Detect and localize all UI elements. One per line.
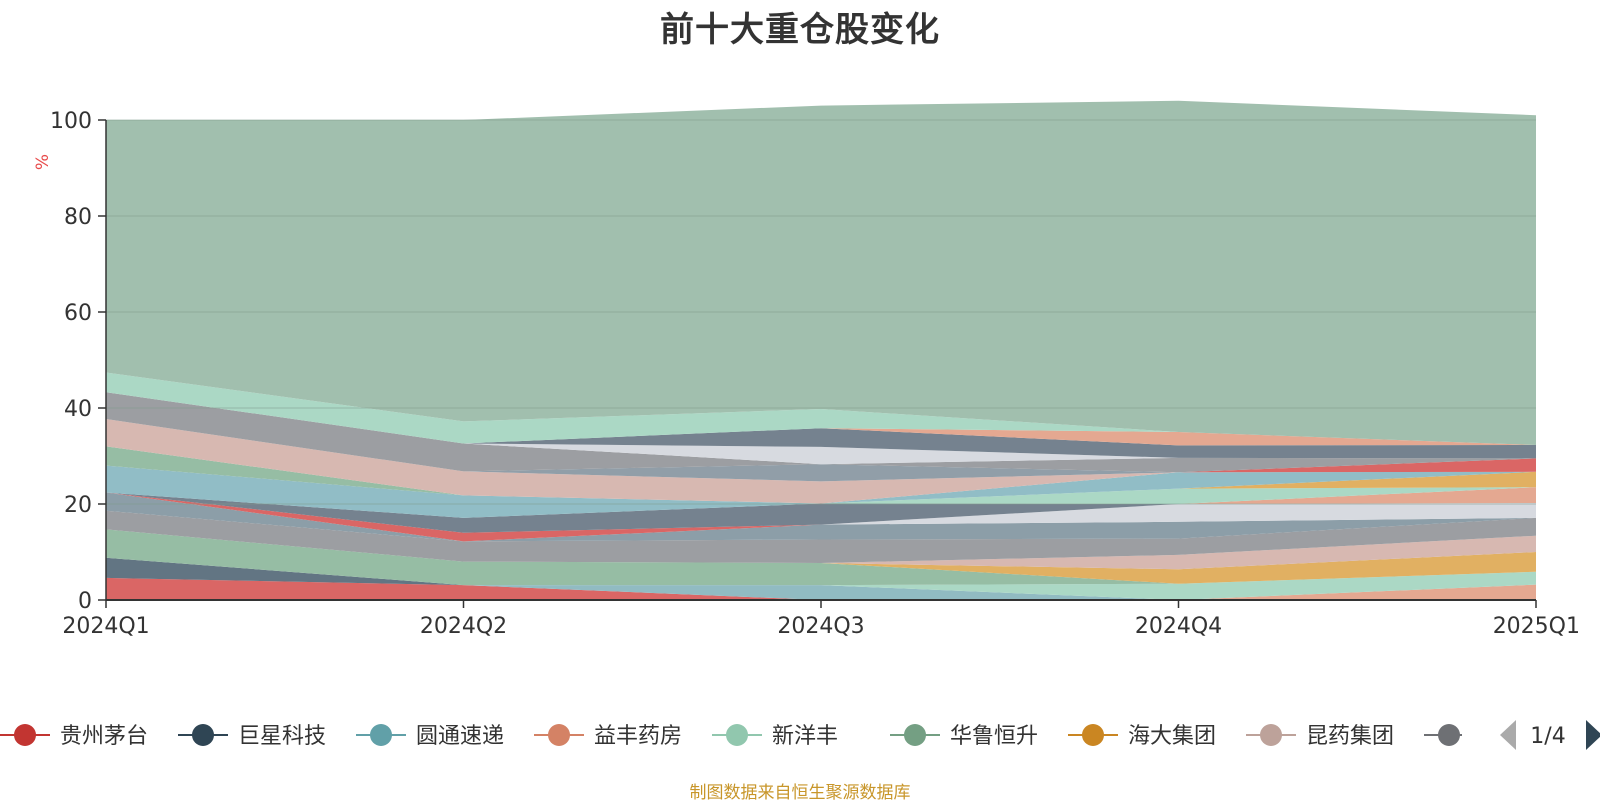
- legend-label: 新洋丰: [772, 724, 838, 749]
- legend[interactable]: 贵州茅台 巨星科技 圆通速递 益丰药房 新洋丰 华鲁恒升 海大集团 昆药集团 云南白药: [0, 724, 1572, 749]
- pager-page-indicator: 1/4: [1530, 724, 1565, 749]
- legend-label: 巨星科技: [238, 724, 326, 749]
- legend-item[interactable]: 华鲁恒升: [890, 724, 1038, 749]
- y-tick-label: 100: [50, 109, 92, 134]
- legend-marker-icon: [192, 724, 214, 746]
- legend-marker-icon: [1082, 724, 1104, 746]
- data-source-note: 制图数据来自恒生聚源数据库: [689, 783, 911, 803]
- y-tick-label: 40: [64, 397, 92, 422]
- area-series-15: [106, 487, 1536, 518]
- gridlines: [106, 119, 1536, 505]
- legend-item[interactable]: 海大集团: [1068, 724, 1216, 749]
- y-tick-label: 20: [64, 493, 92, 518]
- legend-label: 华鲁恒升: [950, 724, 1038, 749]
- area-series-10: [106, 492, 1536, 542]
- legend-marker-icon: [1438, 724, 1460, 746]
- area-series-7: [106, 529, 1536, 584]
- legend-marker-icon: [904, 724, 926, 746]
- area-series-5: [106, 557, 1536, 600]
- pager-prev-icon[interactable]: [1500, 720, 1516, 750]
- legend-marker-icon: [1260, 724, 1282, 746]
- legend-item[interactable]: 新洋丰: [712, 724, 838, 749]
- x-tick-label: 2024Q3: [777, 614, 864, 639]
- area-series-23: [106, 392, 1536, 465]
- area-series-27: [106, 100, 1536, 446]
- legend-label: 昆药集团: [1306, 724, 1394, 749]
- y-axis-label: %: [33, 154, 53, 170]
- chart-title: 前十大重仓股变化: [660, 10, 940, 50]
- area-series-11: [106, 492, 1536, 542]
- y-tick-label: 0: [78, 589, 92, 614]
- legend-label: 益丰药房: [594, 724, 682, 749]
- y-tick-label: 60: [64, 301, 92, 326]
- area-series-26: [106, 372, 1536, 445]
- area-series-8: [106, 529, 1536, 570]
- legend-marker-icon: [14, 724, 36, 746]
- y-tick-label: 80: [64, 205, 92, 230]
- area-series-6: [106, 529, 1536, 586]
- area-series-13: [106, 492, 1536, 533]
- area-series-4: [106, 557, 1536, 600]
- area-series-24: [106, 392, 1536, 459]
- legend-item[interactable]: 圆通速递: [356, 724, 504, 749]
- legend-marker-icon: [726, 724, 748, 746]
- area-series-20: [106, 419, 1536, 504]
- legend-marker-icon: [370, 724, 392, 746]
- x-tick-label: 2024Q2: [420, 614, 507, 639]
- area-series-9: [106, 510, 1536, 563]
- area-series-layer: [106, 100, 1536, 600]
- legend-item[interactable]: 云南白药: [1424, 724, 1572, 749]
- axes: 0 20 40 60 80 100 2024Q1 2024Q2 2024Q3 2024Q4 2025…: [50, 109, 1580, 639]
- area-series-17: [106, 465, 1536, 518]
- legend-item[interactable]: 益丰药房: [534, 724, 682, 749]
- area-series-21: [106, 419, 1536, 482]
- x-tick-label: 2024Q4: [1135, 614, 1222, 639]
- legend-label: 贵州茅台: [60, 724, 148, 749]
- legend-label: 海大集团: [1128, 724, 1216, 749]
- legend-pager: 1/4: [1500, 720, 1600, 750]
- area-series-14: [106, 487, 1536, 518]
- legend-item[interactable]: 巨星科技: [178, 724, 326, 749]
- area-series-22: [106, 392, 1536, 473]
- area-series-1: [106, 577, 1536, 600]
- x-tick-label: 2025Q1: [1493, 614, 1580, 639]
- legend-item[interactable]: 昆药集团: [1246, 724, 1394, 749]
- area-series-3: [106, 557, 1536, 600]
- pager-next-icon[interactable]: [1586, 720, 1600, 750]
- legend-marker-icon: [548, 724, 570, 746]
- x-tick-label: 2024Q1: [62, 614, 149, 639]
- legend-item[interactable]: 贵州茅台: [0, 724, 148, 749]
- legend-label: 圆通速递: [416, 724, 504, 749]
- area-series-25: [106, 392, 1536, 446]
